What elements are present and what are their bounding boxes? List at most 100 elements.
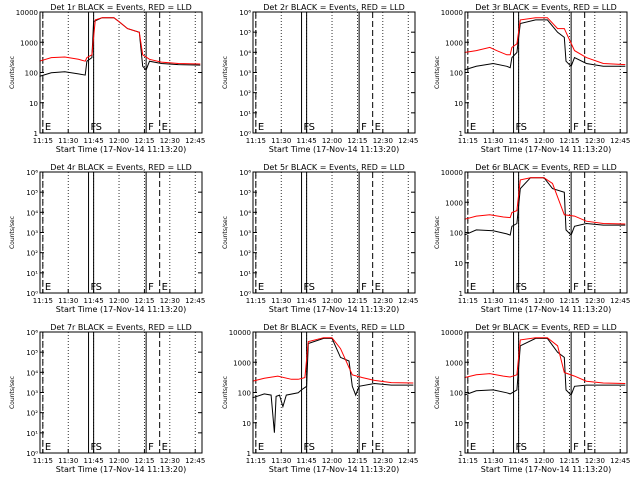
event-marker-label: E — [162, 442, 168, 453]
events-series-line — [252, 337, 414, 433]
x-tick-label: 11:15 — [246, 297, 266, 305]
y-tick-label: 10⁶ — [239, 9, 251, 17]
event-marker-label: E — [375, 282, 381, 293]
y-tick-label: 10⁰ — [26, 450, 38, 458]
x-tick-label: 12:15 — [134, 137, 154, 145]
x-tick-label: 11:15 — [33, 297, 53, 305]
y-tick-label: 10 — [454, 260, 463, 268]
y-tick-label: 1 — [459, 290, 463, 298]
y-tick-label: 10⁴ — [26, 209, 38, 217]
x-tick-label: 11:15 — [33, 457, 53, 465]
y-axis-label: Counts/sec — [222, 376, 229, 409]
y-tick-label: 100 — [450, 230, 463, 238]
chart-panel: Det 9r BLACK = Events, RED = LLD 11:15 11:… — [434, 323, 630, 474]
x-tick-label: 12:30 — [585, 457, 605, 465]
event-marker-label: E — [587, 442, 593, 453]
y-tick-label: 10⁶ — [26, 329, 38, 337]
chart-title: Det 9r BLACK = Events, RED = LLD — [475, 323, 617, 332]
y-tick-label: 10⁵ — [239, 29, 251, 37]
x-tick-label: 12:00 — [534, 457, 554, 465]
y-tick-label: 10³ — [239, 70, 251, 78]
y-tick-label: 100 — [450, 390, 463, 398]
y-tick-label: 10² — [239, 250, 251, 258]
y-tick-label: 1 — [459, 130, 463, 138]
x-tick-label: 12:45 — [610, 457, 630, 465]
event-marker-label: E — [470, 122, 476, 133]
x-tick-label: 11:30 — [271, 457, 291, 465]
event-marker-label: F — [148, 442, 154, 453]
x-tick-label: 12:30 — [585, 137, 605, 145]
event-marker-label: F — [573, 282, 579, 293]
x-tick-label: 11:45 — [509, 137, 529, 145]
y-tick-label: 10 — [454, 420, 463, 428]
x-tick-label: 12:00 — [322, 297, 342, 305]
x-tick-label: 11:30 — [58, 457, 78, 465]
x-tick-label: 11:45 — [297, 457, 317, 465]
event-marker-label: F — [573, 122, 579, 133]
plot-frame — [39, 171, 203, 294]
y-tick-label: 10 — [29, 100, 38, 108]
x-tick-label: 11:30 — [271, 137, 291, 145]
x-axis-label: Start Time (17-Nov-14 11:13:20) — [481, 465, 611, 474]
y-axis-label: Counts/sec — [9, 376, 16, 409]
x-tick-label: 11:15 — [458, 137, 478, 145]
x-tick-label: 11:30 — [483, 297, 503, 305]
event-marker-label: S — [521, 442, 527, 453]
y-tick-label: 1000 — [233, 359, 251, 367]
x-axis-label: Start Time (17-Nov-14 11:13:20) — [56, 305, 186, 314]
x-tick-label: 11:45 — [84, 457, 104, 465]
x-tick-label: 12:45 — [398, 297, 418, 305]
x-tick-label: 12:45 — [398, 457, 418, 465]
plot-frame — [252, 331, 416, 454]
y-tick-label: 10 — [242, 420, 251, 428]
x-tick-label: 11:15 — [458, 457, 478, 465]
y-tick-label: 100 — [25, 70, 38, 78]
x-tick-label: 12:30 — [160, 137, 180, 145]
plot-frame — [39, 11, 203, 134]
x-tick-label: 11:30 — [58, 137, 78, 145]
y-tick-label: 10⁰ — [239, 290, 251, 298]
y-tick-label: 1 — [34, 130, 38, 138]
x-tick-label: 12:15 — [559, 457, 579, 465]
y-tick-label: 10000 — [229, 329, 251, 337]
event-marker-label: E — [45, 282, 51, 293]
event-marker-label: S — [96, 122, 102, 133]
x-tick-label: 11:15 — [458, 297, 478, 305]
y-axis-label: Counts/sec — [9, 216, 16, 249]
event-marker-label: E — [45, 442, 51, 453]
y-axis-label: Counts/sec — [9, 56, 16, 89]
y-tick-label: 10000 — [441, 9, 463, 17]
y-tick-label: 10¹ — [26, 270, 38, 278]
x-tick-label: 11:30 — [483, 137, 503, 145]
event-marker-label: E — [258, 442, 264, 453]
events-series-line — [39, 17, 201, 77]
plot-frame — [464, 171, 628, 294]
lld-series-line — [39, 17, 201, 65]
x-tick-label: 12:15 — [559, 297, 579, 305]
chart-panel: Det 1r BLACK = Events, RED = LLD 11:15 11:… — [9, 3, 205, 154]
events-series-line — [464, 19, 626, 71]
y-tick-label: 10¹ — [239, 270, 251, 278]
y-tick-label: 10⁵ — [239, 189, 251, 197]
y-tick-label: 10² — [26, 410, 38, 418]
x-tick-label: 12:15 — [347, 137, 367, 145]
x-tick-label: 11:15 — [33, 137, 53, 145]
event-marker-label: E — [470, 442, 476, 453]
x-tick-label: 12:15 — [347, 297, 367, 305]
x-tick-label: 11:45 — [297, 137, 317, 145]
y-tick-label: 10² — [26, 250, 38, 258]
event-marker-label: S — [309, 282, 315, 293]
x-axis-label: Start Time (17-Nov-14 11:13:20) — [269, 465, 399, 474]
event-marker-label: E — [587, 122, 593, 133]
lld-series-line — [464, 17, 626, 66]
x-axis-label: Start Time (17-Nov-14 11:13:20) — [56, 145, 186, 154]
x-tick-label: 12:15 — [347, 457, 367, 465]
y-tick-label: 10000 — [16, 9, 38, 17]
y-tick-label: 10¹ — [26, 430, 38, 438]
y-tick-label: 10⁴ — [239, 49, 251, 57]
y-tick-label: 10000 — [441, 169, 463, 177]
x-tick-label: 11:30 — [58, 297, 78, 305]
chart-panel: Det 4r BLACK = Events, RED = LLD 11:15 11:… — [9, 163, 205, 314]
x-tick-label: 12:00 — [534, 137, 554, 145]
